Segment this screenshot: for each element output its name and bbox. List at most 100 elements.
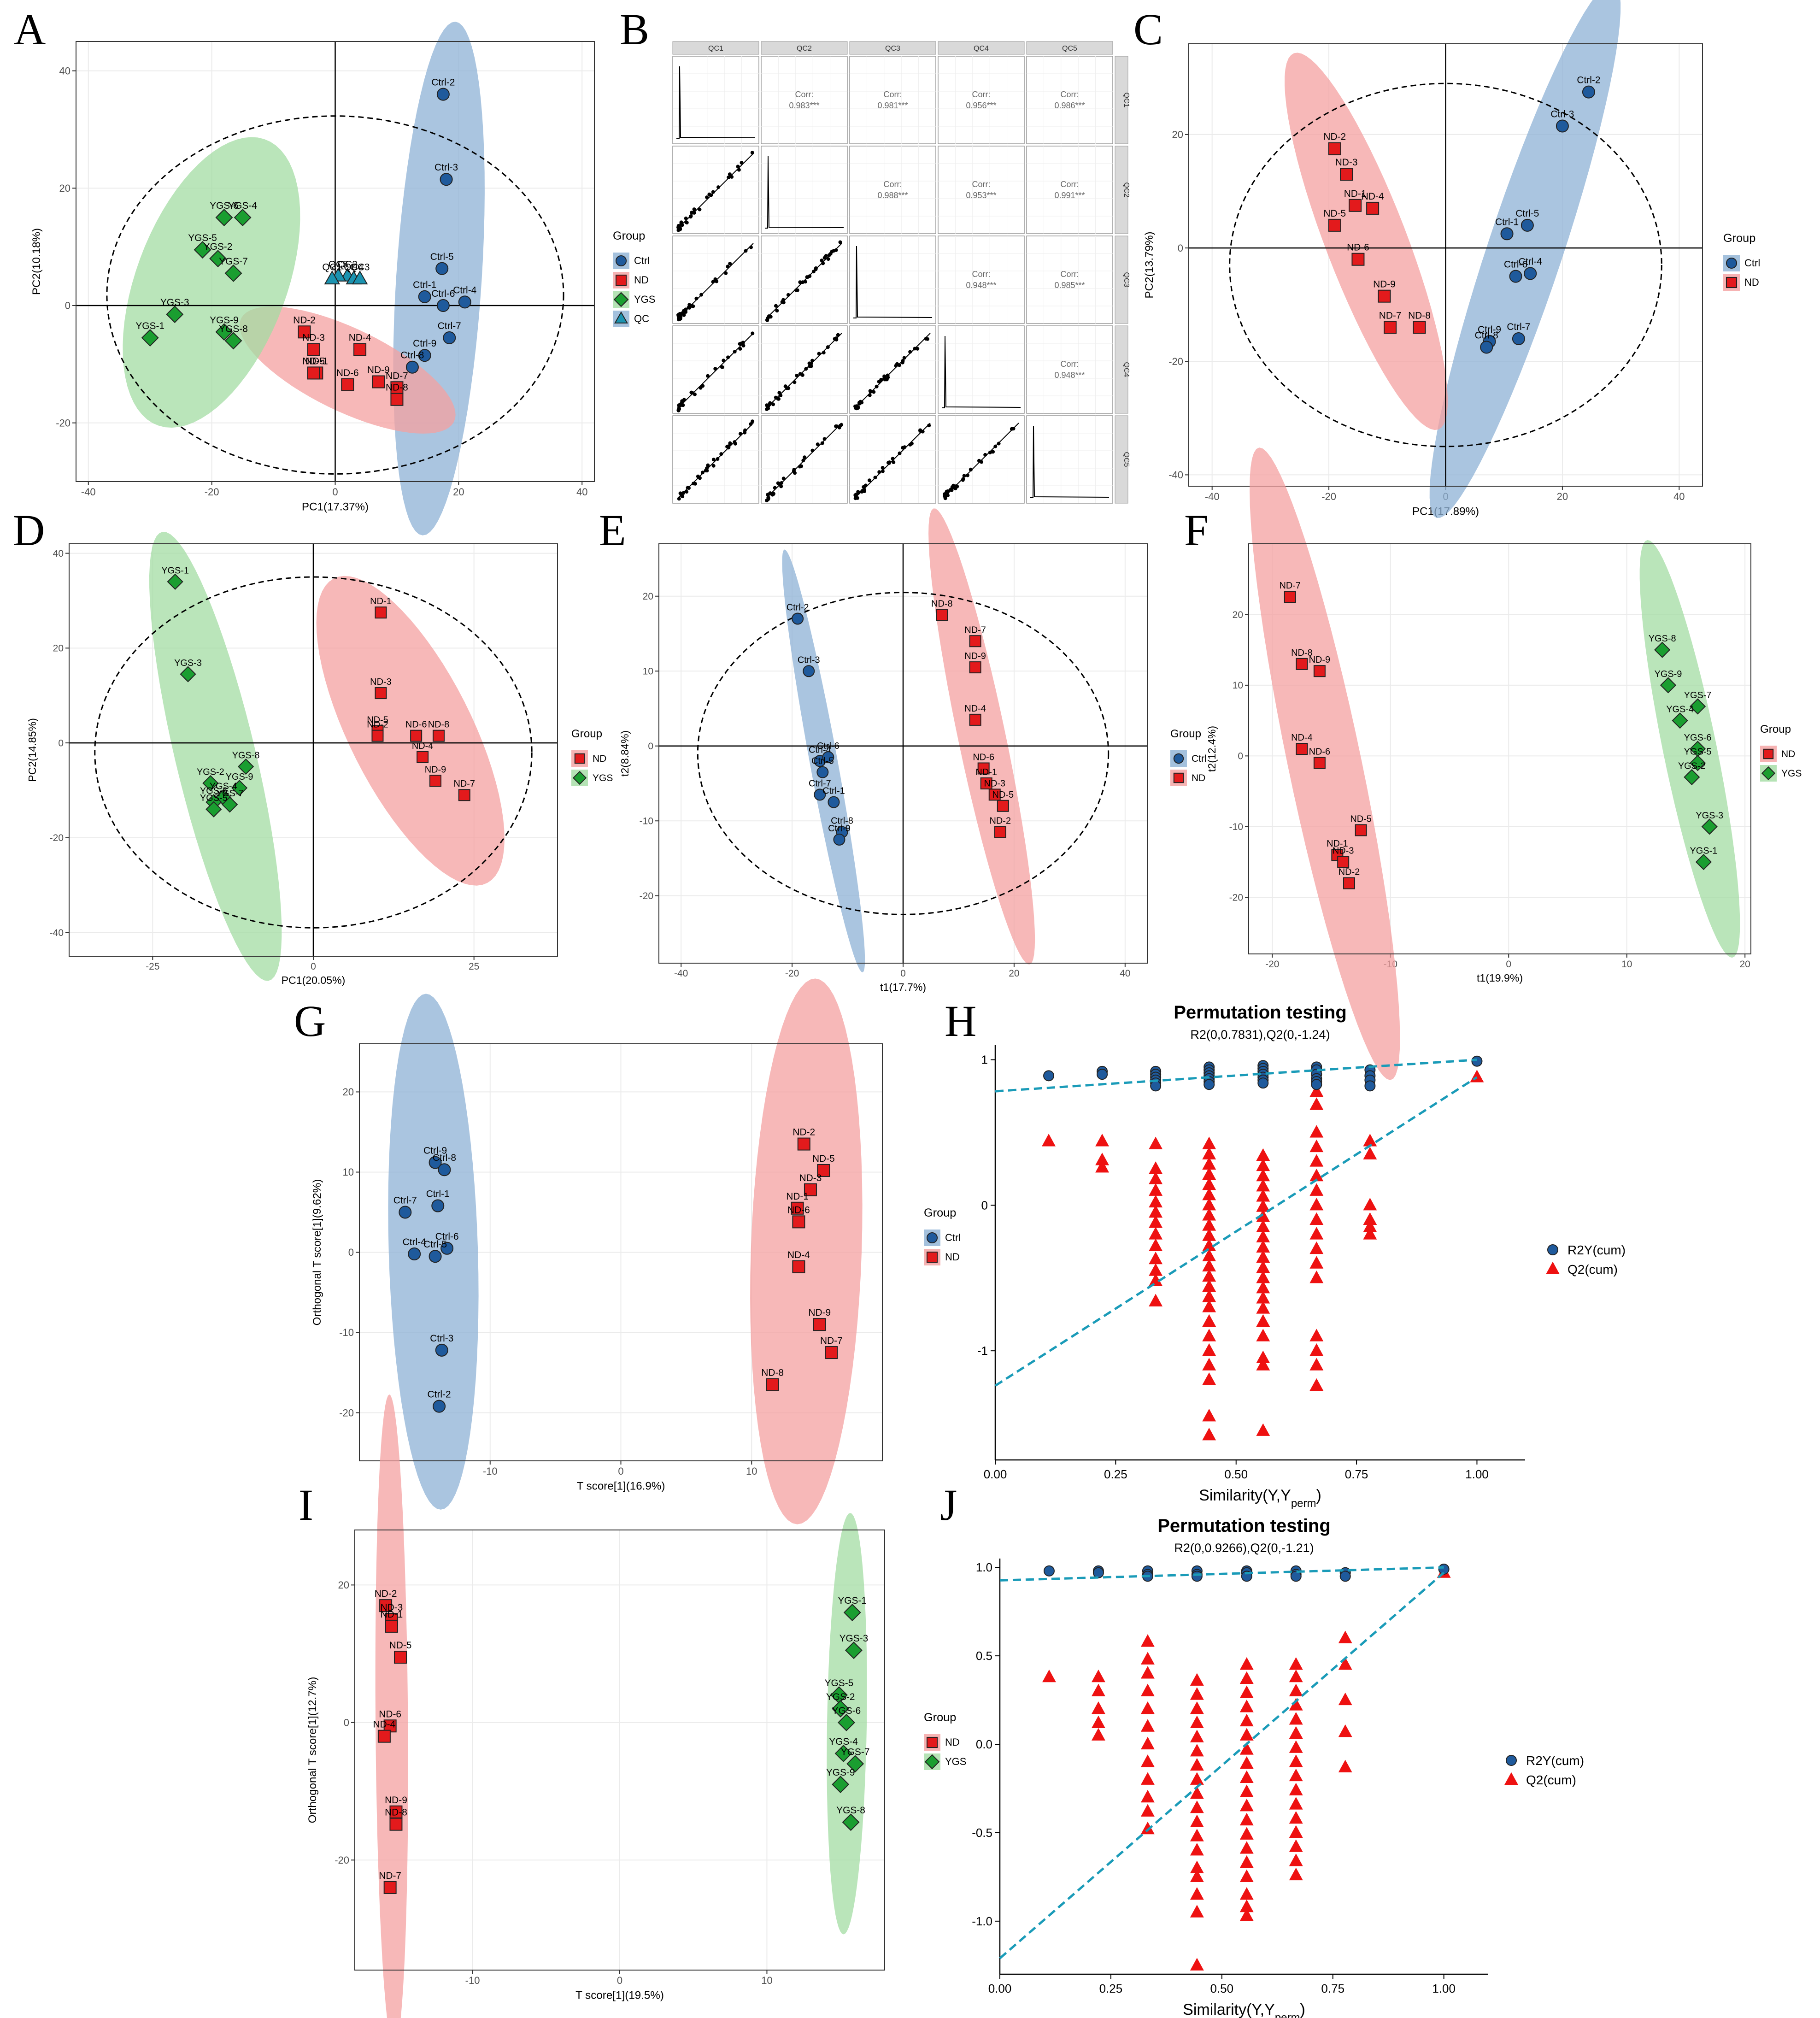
scatter-point (677, 497, 681, 501)
scatter-point (684, 307, 688, 312)
scatter-point (715, 279, 719, 283)
q2-point (1256, 1358, 1270, 1371)
x-tick-label: 20 (1009, 968, 1019, 979)
scatter-point (891, 457, 895, 461)
scatter-point (684, 220, 688, 224)
point-ctrl-1 (431, 1199, 445, 1212)
point-nd-9 (813, 1318, 826, 1331)
legend-label: ND (945, 1251, 960, 1263)
point-label: ND-5 (367, 715, 388, 725)
q2-point (1202, 1329, 1216, 1341)
q2-point (1239, 1899, 1254, 1912)
x-tick-label: 0.50 (1224, 1467, 1248, 1481)
panel-d-pca-nd-ygs: -25 0 25 -40 -20 0 20 40 PC1(20.05%) PC2(14.85%) N… (26, 532, 613, 986)
x-tick-label: 0.00 (988, 1982, 1012, 1995)
point-label: QC2 (338, 259, 358, 270)
q2-point (1363, 1227, 1377, 1240)
point-label: ND-7 (1279, 581, 1301, 591)
scatter-point (826, 257, 830, 261)
y-tick-label: -10 (640, 816, 653, 827)
q2-point (1239, 1887, 1254, 1900)
x-tick-label: 0.75 (1321, 1982, 1344, 1995)
panel-letter-e: E (599, 506, 626, 555)
corr-label: Corr: (972, 180, 991, 189)
scatter-point (950, 488, 954, 492)
q2-point (1239, 1812, 1254, 1826)
point-label: Ctrl-2 (431, 77, 455, 88)
q2-point (1309, 1378, 1324, 1391)
legend-marker-nd (1726, 277, 1738, 288)
scatter-point (837, 425, 841, 429)
point-nd-1 (375, 606, 387, 619)
scatter-point (836, 333, 840, 337)
x-tick-label: 20 (1739, 959, 1750, 970)
point-label: YGS-3 (160, 297, 189, 308)
scatter-point (822, 437, 827, 441)
scatter-point (826, 345, 830, 349)
point-ctrl-3 (435, 1343, 448, 1357)
scatter-point (769, 315, 773, 319)
q2-point (1140, 1754, 1155, 1767)
q2-regression-line (994, 1076, 1478, 1387)
legend-label: YGS (634, 294, 655, 305)
point-qc3 (352, 270, 368, 285)
scatter-point (910, 441, 914, 446)
q2-point (1239, 1784, 1254, 1797)
q2-point (1289, 1839, 1303, 1852)
legend-label: QC (634, 313, 649, 324)
point-label: ND-2 (990, 816, 1011, 826)
scatter-point (743, 430, 747, 435)
point-label: Ctrl-5 (1515, 208, 1539, 219)
point-label: ND-3 (1333, 846, 1354, 856)
point-ctrl-7 (814, 788, 826, 801)
q2-point (1256, 1230, 1270, 1242)
point-label: ND-1 (370, 596, 392, 606)
q2-point (1309, 1343, 1324, 1356)
x-tick-label: 0 (332, 486, 338, 498)
point-label: ND-3 (799, 1173, 822, 1183)
point-label: ND-7 (964, 625, 986, 635)
scatter-point (817, 352, 821, 356)
point-label: ND-7 (453, 779, 475, 789)
point-label: ND-6 (379, 1709, 401, 1719)
scatter-point (693, 392, 697, 396)
scatter-point (962, 474, 966, 478)
panel-a-pca-all-groups: -40 -20 0 20 40 -20 0 20 40 PC1(17.37%) PC2(10.18%… (30, 22, 655, 535)
scatter-point (997, 441, 1001, 446)
scatter-point (741, 344, 746, 348)
x-tick-label: 10 (746, 1465, 757, 1477)
scatter-point (798, 465, 802, 469)
scatter-point (980, 460, 984, 464)
y-tick-label: 20 (1172, 129, 1183, 141)
q2-point (1309, 1329, 1324, 1341)
scatter-point (776, 397, 780, 401)
y-tick-label: -1 (977, 1344, 988, 1358)
point-label: YGS-1 (838, 1595, 867, 1606)
q2-point (1239, 1770, 1254, 1783)
r2y-point (1191, 1571, 1203, 1582)
scatter-point (814, 267, 818, 271)
panel-g-oplsda-ctrl-nd: -10 0 10 -20 -10 0 10 20 T score[1](16.9%) Orthog… (311, 978, 961, 1524)
legend-label: YGS (945, 1756, 966, 1767)
scatter-point (955, 484, 959, 488)
legend-label: Ctrl (1744, 257, 1760, 269)
point-label: ND-2 (367, 720, 388, 730)
point-label: ND-2 (1339, 867, 1360, 877)
q2-point (1190, 1715, 1204, 1729)
strip-top-label: QC5 (1062, 45, 1077, 53)
point-ctrl-1 (828, 796, 840, 808)
scatter-point (897, 363, 901, 367)
q2-point (1042, 1134, 1056, 1147)
point-nd-2 (994, 826, 1006, 838)
point-label: YGS-8 (232, 751, 260, 761)
q2-point (1289, 1853, 1303, 1866)
point-label: ND-6 (973, 753, 994, 763)
scatter-point (804, 367, 808, 371)
plot-border (1248, 543, 1751, 954)
point-label: Ctrl-9 (1478, 324, 1501, 335)
density-curve (765, 156, 844, 229)
x-tick-label: -20 (205, 486, 219, 498)
q2-point (1363, 1219, 1377, 1232)
point-nd-6 (410, 730, 423, 742)
point-ygs-1 (843, 1604, 861, 1622)
